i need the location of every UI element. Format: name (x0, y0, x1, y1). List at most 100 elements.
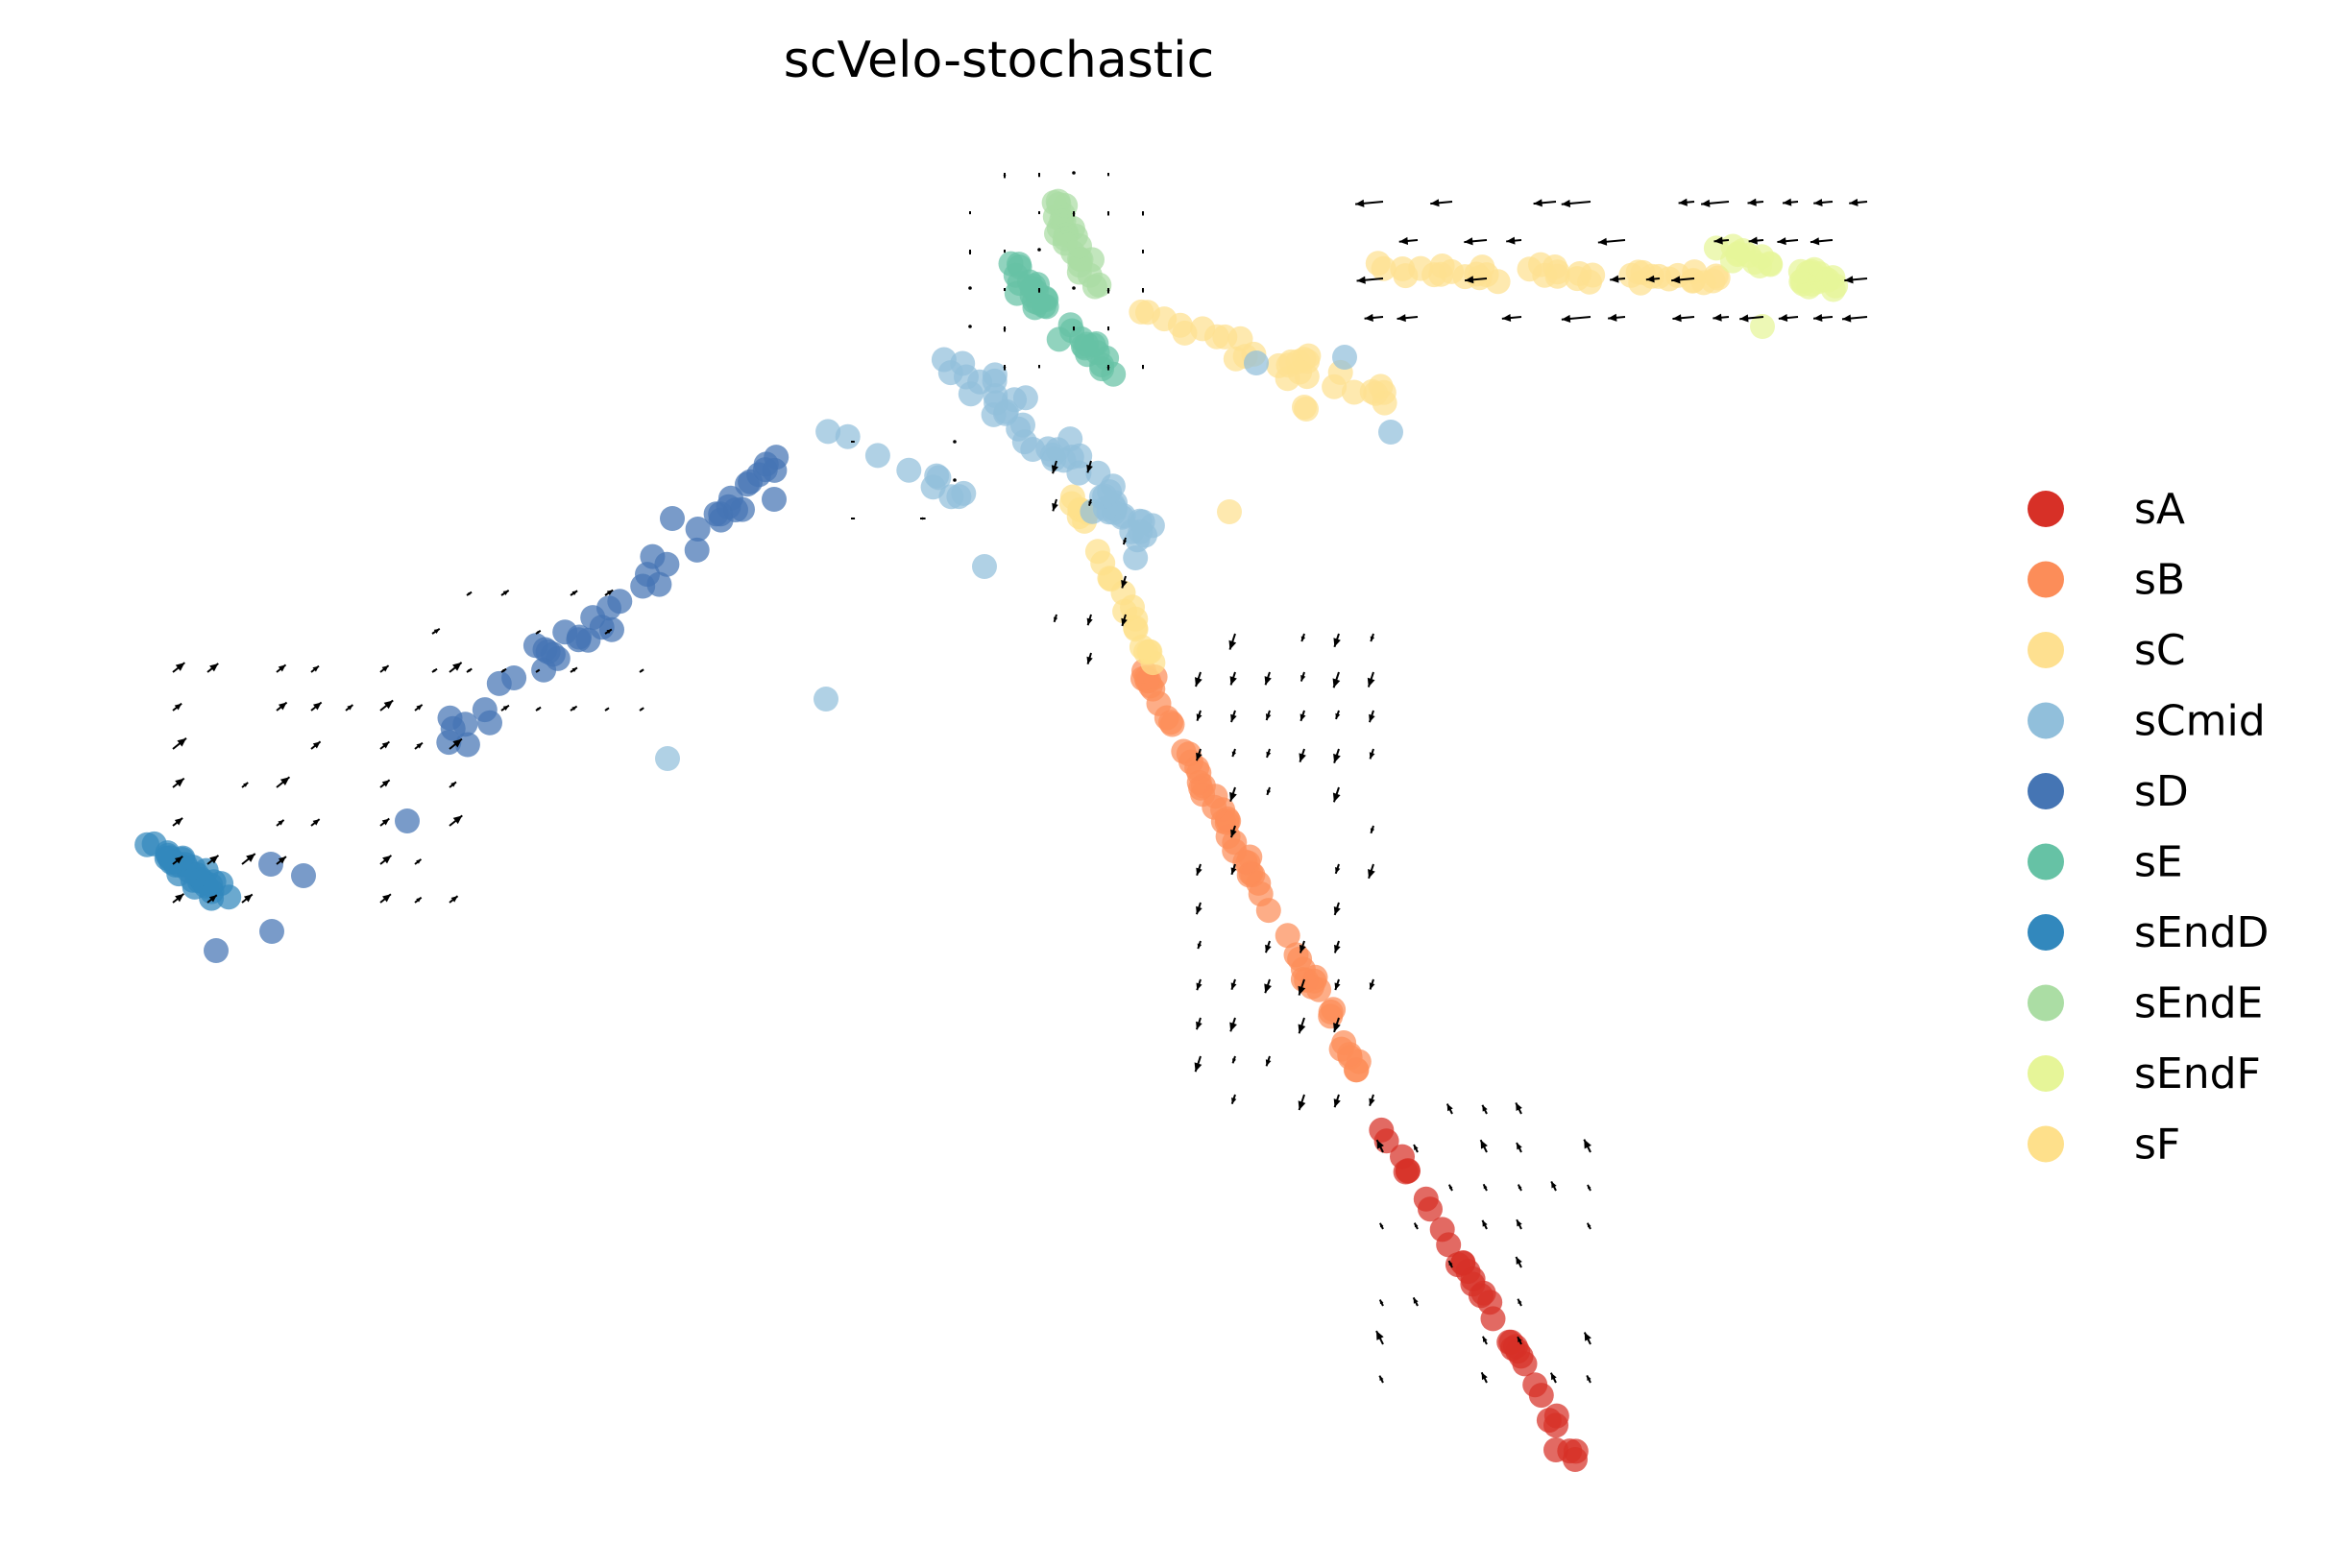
cell-point-sC (1703, 263, 1729, 289)
legend-label: sEndE (2134, 979, 2263, 1028)
legend-label: sCmid (2134, 697, 2266, 746)
velocity-arrow (1516, 1142, 1522, 1153)
velocity-arrow (172, 817, 183, 827)
cell-point-sC (1371, 255, 1397, 281)
velocity-arrow (1517, 1184, 1522, 1192)
velocity-arrow (1003, 173, 1007, 179)
cell-point-sF (1120, 594, 1145, 620)
velocity-arrow (500, 667, 507, 673)
velocity-arrow (1844, 276, 1868, 284)
velocity-arrow (414, 704, 424, 712)
velocity-arrow (1265, 1055, 1272, 1067)
velocity-arrow (1333, 940, 1341, 953)
velocity-arrow (1298, 978, 1306, 996)
velocity-arrow (1515, 1256, 1522, 1268)
legend-label: sF (2134, 1121, 2180, 1170)
legend-marker (2028, 561, 2064, 598)
velocity-arrow (1298, 1094, 1306, 1111)
legend-marker (2028, 843, 2064, 880)
velocity-arrow (1197, 940, 1202, 950)
velocity-arrow (1335, 710, 1341, 720)
velocity-arrow (1610, 275, 1626, 283)
velocity-arrow (1334, 863, 1341, 875)
cell-point-sC (1275, 352, 1301, 378)
velocity-arrow (535, 630, 542, 635)
cell-point-sD (291, 863, 316, 888)
cell-point-sD (684, 537, 710, 563)
velocity-arrow (570, 590, 578, 596)
cell-point-sD (395, 808, 420, 833)
velocity-arrow (206, 663, 219, 673)
velocity-arrow (379, 779, 391, 788)
velocity-arrow (1332, 786, 1341, 803)
velocity-arrow (1230, 863, 1237, 876)
cell-point-sD (477, 710, 502, 736)
legend-label: sC (2134, 626, 2186, 675)
velocity-arrow (310, 818, 321, 827)
velocity-arrow (1195, 671, 1202, 688)
velocity-arrow (953, 440, 957, 444)
velocity-arrow (1480, 1371, 1488, 1384)
velocity-arrow (1413, 1144, 1419, 1153)
cell-point-sC (1544, 263, 1570, 289)
legend-marker (2028, 984, 2064, 1022)
velocity-arrow (449, 895, 459, 904)
cell-point-sF (1129, 634, 1154, 660)
velocity-arrow (1447, 1184, 1453, 1192)
legend-marker (2028, 491, 2064, 527)
velocity-arrow (1748, 236, 1764, 245)
velocity-arrow (1586, 1374, 1591, 1384)
velocity-arrow (1841, 314, 1868, 323)
velocity-arrow (1481, 1336, 1488, 1345)
velocity-arrow (535, 668, 541, 673)
velocity-arrow (1430, 199, 1453, 207)
cell-point-sE (1069, 326, 1094, 351)
cell-point-sCmid (815, 419, 841, 445)
legend-item-sC: sC (2028, 626, 2186, 675)
cell-point-sF (1084, 539, 1110, 565)
cell-point-sD (753, 451, 779, 477)
cell-point-sCmid (1332, 345, 1357, 370)
velocity-arrow (206, 855, 220, 865)
velocity-arrow (1378, 1299, 1384, 1307)
velocity-arrow (1501, 313, 1522, 323)
cell-point-sD (762, 487, 787, 512)
velocity-arrow (1086, 614, 1093, 626)
cell-point-sD (258, 852, 283, 877)
velocity-arrow (570, 705, 578, 712)
velocity-arrow (1777, 237, 1799, 246)
cell-point-sB (1290, 956, 1316, 982)
cell-point-sCmid (931, 347, 957, 373)
legend-label: sB (2134, 556, 2185, 605)
velocity-arrow (1230, 710, 1237, 723)
velocity-arrow (1583, 1139, 1591, 1153)
velocity-arrow (1355, 199, 1384, 207)
cell-point-sCmid (896, 457, 922, 483)
velocity-arrow (1266, 786, 1272, 796)
velocity-arrow (1037, 248, 1041, 252)
velocity-arrow (1333, 748, 1341, 763)
velocity-arrow (172, 893, 185, 904)
cell-points (134, 188, 1849, 1472)
cell-point-sA (1563, 1447, 1588, 1472)
velocity-arrow (968, 286, 972, 290)
cell-point-sEndE (1081, 274, 1107, 300)
velocity-arrow (1121, 614, 1128, 627)
cell-point-sCmid (1244, 350, 1269, 375)
cell-point-sD (716, 494, 741, 519)
velocity-arrow (1645, 275, 1661, 283)
cell-point-sC (1467, 265, 1493, 291)
velocity-arrow (1003, 365, 1007, 371)
velocity-arrow (1479, 1139, 1488, 1153)
velocity-arrow (1550, 1180, 1557, 1192)
legend: sA sB sC sCmid sD sE sEndD sEndE sEndF sF (2028, 485, 2269, 1170)
cell-point-sCmid (1012, 385, 1038, 411)
velocity-arrow (1369, 748, 1375, 760)
velocity-arrow (1195, 902, 1202, 915)
velocity-arrow (1369, 1094, 1375, 1107)
legend-label: sA (2134, 485, 2185, 534)
velocity-arrow (851, 517, 856, 520)
velocity-arrow (1334, 978, 1341, 991)
velocity-arrow (1678, 198, 1695, 206)
velocity-arrow (1333, 902, 1341, 916)
